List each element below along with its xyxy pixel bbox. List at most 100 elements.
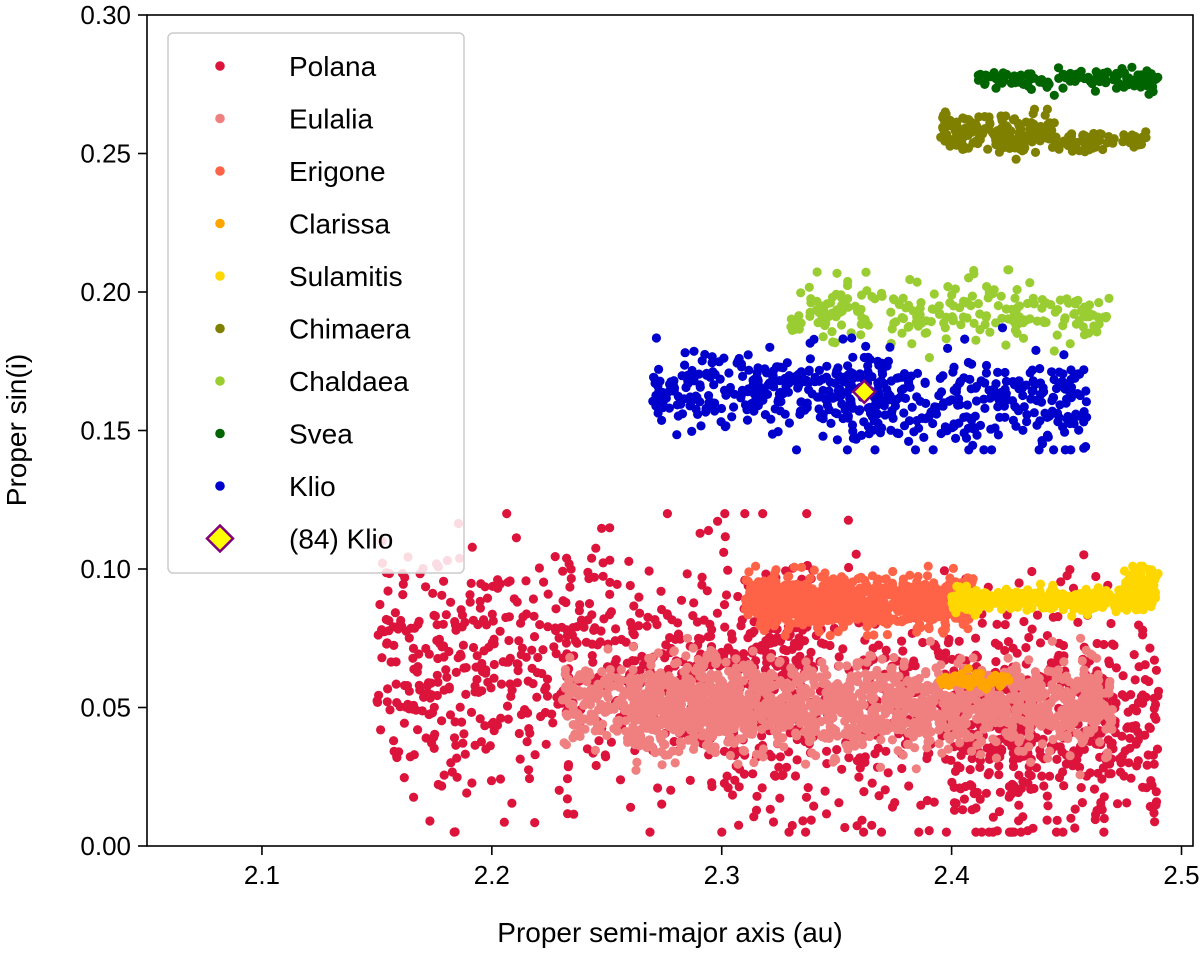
data-point [806,589,816,599]
data-point [609,704,619,714]
data-point [644,688,654,699]
data-points [372,62,1164,837]
data-point [575,600,585,610]
data-point [528,594,539,604]
data-point [1046,698,1056,708]
data-point [467,778,477,788]
data-point [869,598,879,608]
data-point [1071,703,1081,713]
data-point [672,680,682,690]
data-point [1138,132,1148,142]
data-point [873,721,883,731]
data-point [852,658,862,668]
data-point [530,750,540,760]
data-point [1078,694,1088,704]
data-point [441,665,451,675]
data-point [973,730,984,741]
data-point [452,772,462,782]
data-point [522,737,532,747]
data-point [455,649,465,659]
data-point [798,816,808,826]
data-point [955,763,965,773]
data-point [669,647,679,657]
data-point [461,689,471,700]
data-point [614,682,624,692]
data-point [1140,730,1150,740]
data-point [801,759,811,769]
data-point [802,671,812,681]
data-point [1073,617,1083,628]
data-point [535,620,545,630]
data-point [869,613,879,623]
data-point [470,740,480,750]
data-point [399,718,409,728]
data-point [958,716,968,726]
data-point [920,719,930,730]
data-point [978,596,988,606]
data-point [442,672,452,682]
data-point [773,598,783,608]
data-point [887,667,897,677]
data-point [989,130,999,140]
data-point [1012,141,1022,151]
data-point [1061,759,1071,769]
data-point [457,717,467,727]
data-point [820,786,830,796]
data-point [629,601,639,611]
data-point [801,657,811,667]
data-point [787,820,797,831]
data-point [1094,675,1104,686]
data-point [748,727,758,738]
data-point [1045,746,1055,756]
data-point [429,732,439,742]
data-point [1004,716,1014,726]
data-point [377,625,387,635]
data-point [1124,595,1134,605]
data-point [1075,770,1085,780]
data-point [450,717,460,727]
data-point [984,754,995,765]
data-point [749,757,759,768]
data-point [1096,710,1106,721]
data-point [563,762,573,772]
data-point [817,732,827,742]
data-point [532,692,542,702]
data-point [1066,813,1076,823]
data-point [444,682,454,692]
data-point [720,704,730,714]
data-point [827,685,837,696]
data-point [803,664,813,674]
data-point [958,745,969,755]
data-point [883,768,893,778]
data-point [598,571,608,581]
data-point [717,711,727,721]
data-point [512,659,522,669]
data-point [965,765,975,775]
data-point [783,572,793,582]
data-point [752,791,762,801]
data-point [1145,723,1155,734]
data-point [1119,135,1130,145]
data-point [844,753,854,763]
data-point [505,679,515,689]
data-point [851,549,861,559]
data-point [649,680,659,690]
data-point [622,658,632,668]
data-point [949,805,960,815]
data-point [939,614,949,624]
data-point [530,818,540,828]
data-point [791,731,802,741]
data-point [1128,703,1138,714]
data-point [748,769,758,779]
data-point [991,753,1002,763]
data-point [733,591,743,602]
data-point [949,591,960,601]
data-point [946,691,956,701]
data-point [1101,753,1111,763]
data-point [594,682,605,692]
data-point [560,665,571,675]
data-point [1025,685,1035,695]
data-point [958,805,968,815]
data-point [757,724,767,734]
data-point [779,644,789,655]
